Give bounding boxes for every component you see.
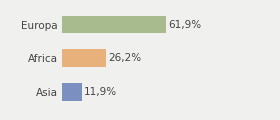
Bar: [62, 49, 106, 67]
Text: 26,2%: 26,2%: [108, 53, 141, 63]
Text: 11,9%: 11,9%: [84, 87, 117, 97]
Text: 61,9%: 61,9%: [168, 20, 201, 30]
Bar: [62, 16, 165, 33]
Bar: [62, 83, 81, 101]
